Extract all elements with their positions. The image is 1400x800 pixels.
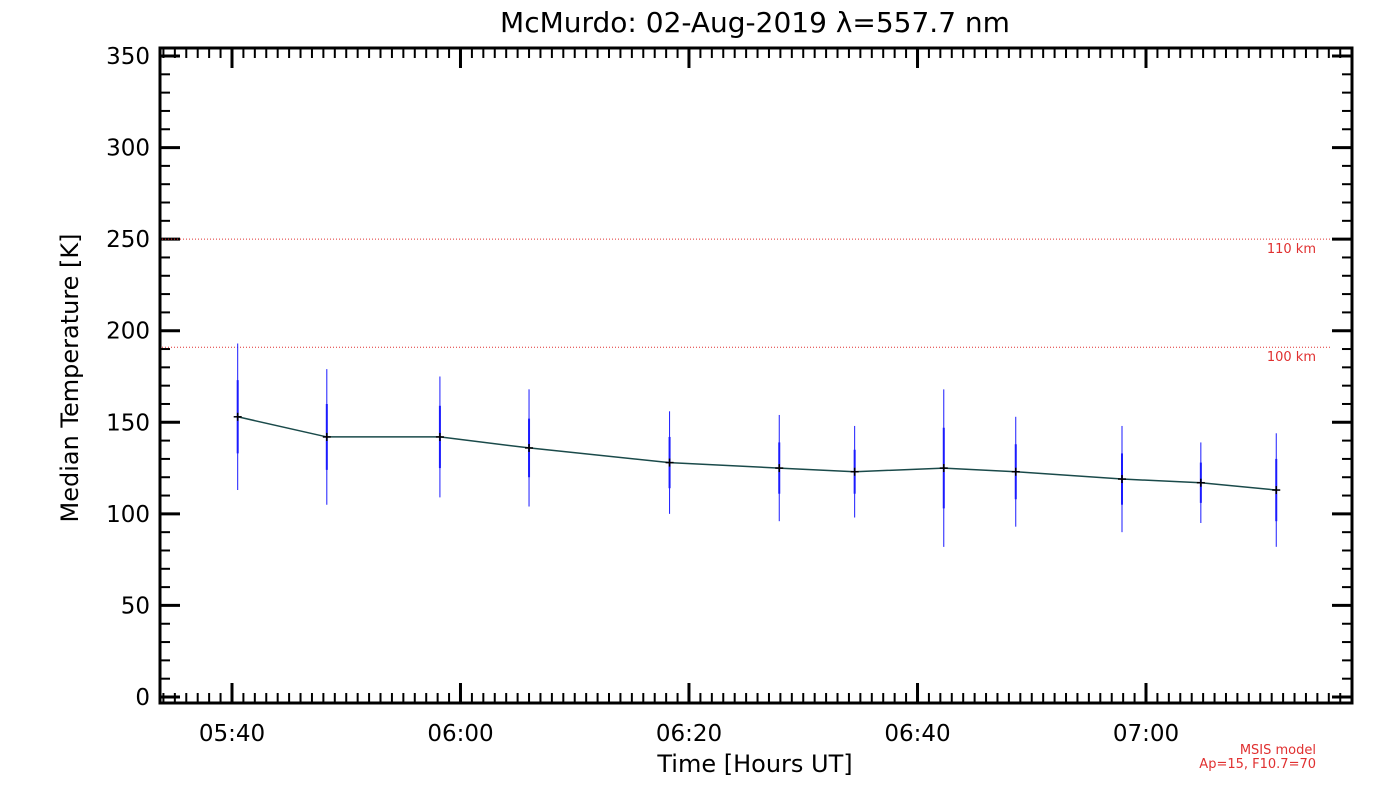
annotation-line-2: Ap=15, F10.7=70 (1199, 757, 1316, 772)
y-axis: 0 50 100 150 200 250 300 350 (106, 44, 1352, 711)
x-tick-label: 07:00 (1113, 721, 1179, 747)
x-axis-label: Time [Hours UT] (656, 750, 852, 778)
y-tick-label: 300 (106, 136, 150, 162)
y-tick-label: 200 (106, 319, 150, 345)
chart-title: McMurdo: 02-Aug-2019 λ=557.7 nm (500, 6, 1010, 39)
reference-line-label: 110 km (1267, 242, 1316, 257)
annotation-line-1: MSIS model (1240, 743, 1316, 758)
series (233, 412, 1281, 495)
y-tick-label: 0 (135, 685, 150, 711)
x-tick-label: 06:00 (427, 721, 493, 747)
x-axis: 05:40 06:00 06:20 06:40 07:00 (162, 48, 1342, 747)
series-line (237, 416, 1277, 491)
x-tick-label: 05:40 (199, 721, 265, 747)
reference-line-label: 100 km (1267, 350, 1316, 365)
reference-lines: 110 km 100 km (162, 238, 1330, 365)
error-bars (236, 343, 1278, 547)
y-tick-label: 250 (106, 227, 150, 253)
y-tick-label: 100 (106, 502, 150, 528)
y-tick-label: 50 (121, 593, 150, 619)
y-tick-label: 350 (106, 44, 150, 70)
y-axis-label: Median Temperature [K] (56, 233, 84, 522)
y-tick-label: 150 (106, 410, 150, 436)
plot-frame (158, 46, 1354, 705)
x-tick-label: 06:40 (884, 721, 950, 747)
x-tick-label: 06:20 (656, 721, 722, 747)
